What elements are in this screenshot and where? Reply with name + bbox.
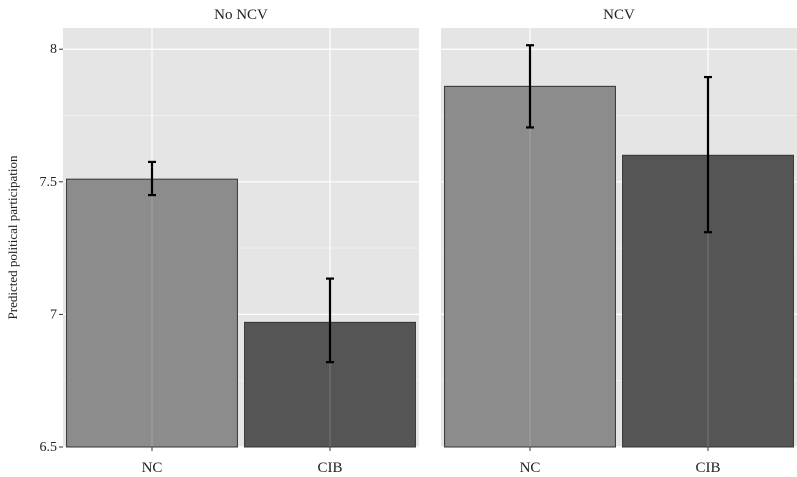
facet-strip-label: NCV xyxy=(603,7,635,23)
error-bar xyxy=(704,75,712,234)
facet-panel: NC CIB No NCV xyxy=(63,7,419,476)
x-tick-label: CIB xyxy=(695,460,720,476)
y-tick-labels: 6.5 7 7.5 8 xyxy=(40,42,63,455)
error-bar xyxy=(526,44,534,129)
y-tick-label: 6.5 xyxy=(40,440,58,455)
y-tick-label: 8 xyxy=(50,42,57,57)
y-tick-label: 7 xyxy=(50,307,57,322)
y-axis: Predicted political participation xyxy=(5,155,20,319)
x-tick-label: NC xyxy=(520,460,541,476)
x-tick-label: NC xyxy=(142,460,163,476)
error-bar xyxy=(148,160,156,197)
facet-panel: NC CIB NCV xyxy=(441,7,797,476)
error-bar xyxy=(326,277,334,364)
x-tick-label: CIB xyxy=(317,460,342,476)
facet-panels: NC CIB No NCV NC CIB NCV xyxy=(63,7,797,476)
y-axis-label: Predicted political participation xyxy=(5,155,20,319)
facet-strip-label: No NCV xyxy=(214,7,268,23)
bar-nc xyxy=(66,178,238,448)
y-tick-label: 7.5 xyxy=(40,175,58,190)
